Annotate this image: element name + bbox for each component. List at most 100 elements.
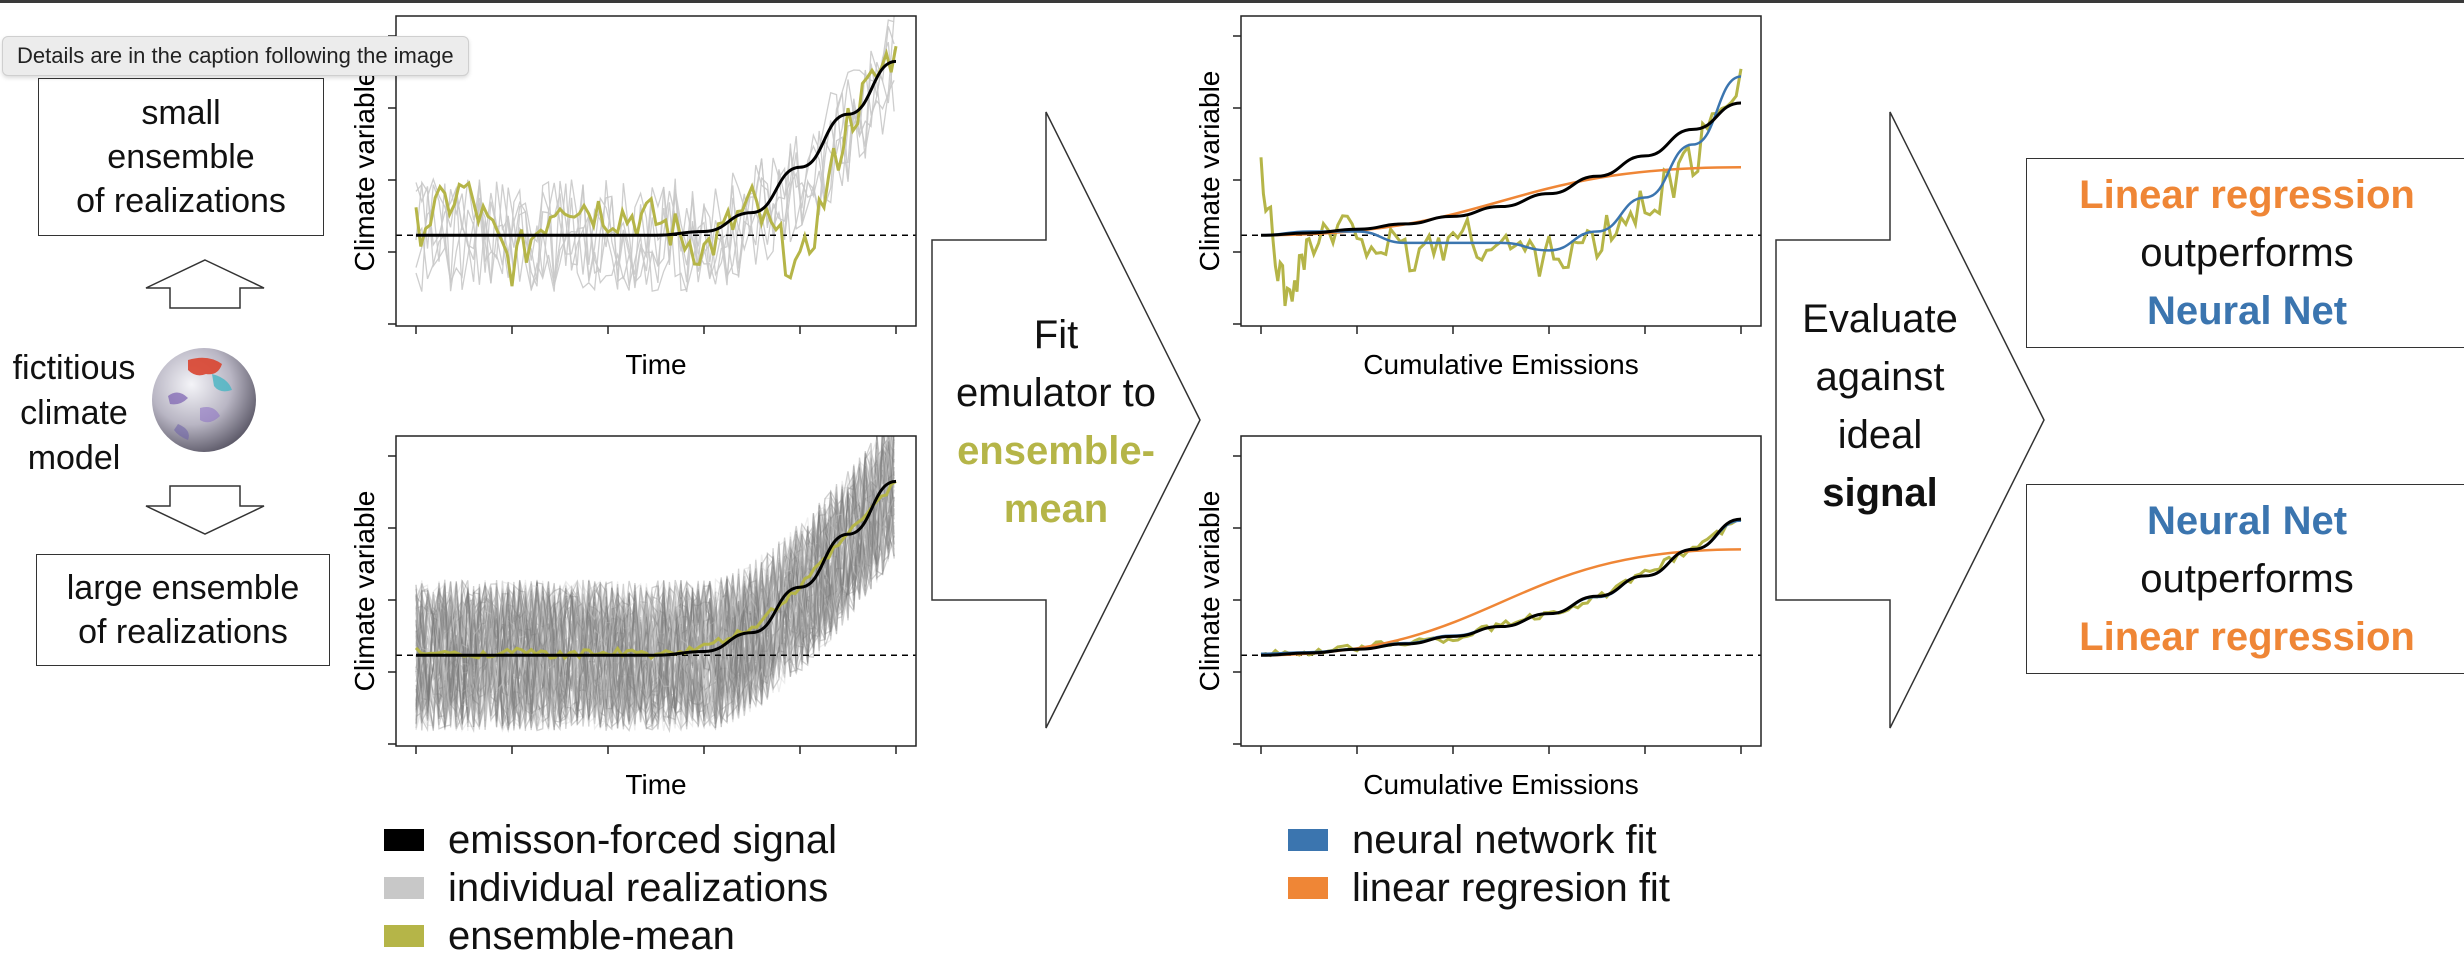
realization-line [415, 19, 895, 285]
realization-line [415, 449, 895, 727]
chart-emulator-large: Cumulative Emissions Climate variable [1194, 435, 1762, 800]
realization-line [415, 452, 895, 732]
plot-frame [395, 15, 917, 327]
evaluate-arrow-shape [1775, 111, 2045, 729]
legend-item-mean: ensemble-mean [384, 912, 837, 960]
chart-small-ensemble: Time Climate variable [349, 15, 917, 380]
realization-line [415, 441, 895, 729]
realization-line [415, 443, 895, 730]
evaluate-line4: signal [1822, 471, 1938, 515]
realization-line [415, 441, 895, 727]
plot-frame [1240, 435, 1762, 747]
fit-line4: mean [1003, 487, 1109, 531]
fit-line3: ensemble- [957, 429, 1155, 473]
realization-line [415, 436, 895, 734]
realization-line [415, 442, 895, 728]
series-neural-network-fit [1260, 519, 1742, 656]
realization-line [415, 439, 895, 731]
result-bottom-line2: outperforms [2140, 557, 2354, 601]
evaluate-arrow-label: Evaluate against ideal signal [1774, 290, 1986, 522]
legend-item-signal: emisson-forced signal [384, 816, 837, 864]
globe-icon [152, 348, 256, 452]
x-axis-label: Time [625, 349, 686, 380]
series-ensemble-mean [1259, 68, 1743, 307]
realization-line [415, 479, 895, 733]
legend-swatch-mean [384, 925, 424, 947]
y-axis-label: Climate variable [1194, 491, 1225, 692]
series-ensemble-mean [414, 45, 898, 287]
legend-right: neural network fit linear regresion fit [1288, 816, 1670, 912]
legend-label-nn: neural network fit [1352, 817, 1657, 862]
realization-line [415, 442, 895, 725]
result-bottom-line1: Neural Net [2146, 499, 2348, 543]
realization-line [415, 448, 895, 724]
evaluate-line1: Evaluate [1802, 297, 1958, 341]
realization-line [415, 469, 895, 730]
plot-frame [1240, 15, 1762, 327]
result-bottom-line3: Linear regression [2079, 615, 2415, 659]
series-emisson-forced-signal [1260, 101, 1742, 237]
realization-line [415, 437, 895, 734]
realization-line [415, 468, 895, 729]
realization-line [415, 467, 895, 729]
y-axis-label: Climate variable [1194, 71, 1225, 272]
realization-line [415, 436, 895, 729]
realization-line [415, 436, 889, 727]
plot-area [1241, 68, 1761, 307]
x-axis-label: Time [625, 769, 686, 800]
realization-line [415, 468, 895, 731]
up-arrow-icon [145, 259, 265, 309]
series-ensemble-mean [1260, 517, 1742, 658]
legend-label-signal: emisson-forced signal [448, 817, 838, 862]
result-top-line1: Linear regression [2079, 173, 2415, 217]
small-ensemble-line2: ensemble [107, 138, 255, 176]
x-axis-label: Cumulative Emissions [1363, 349, 1638, 380]
realization-line [415, 436, 893, 729]
small-ensemble-box: small ensemble of realizations [38, 78, 324, 236]
realization-line [415, 439, 895, 733]
realization-line [415, 436, 895, 728]
realization-line [415, 449, 895, 726]
result-top-line3: Neural Net [2146, 289, 2348, 333]
realization-line [415, 447, 895, 727]
fit-arrow-label: Fit emulator to ensemble- mean [930, 306, 1182, 538]
legend-item-realizations: individual realizations [384, 864, 837, 912]
realization-line [415, 456, 895, 728]
series-linear-regresion-fit [1260, 548, 1742, 657]
realization-line [415, 475, 895, 727]
realization-line [415, 436, 895, 727]
realization-line [415, 450, 895, 731]
legend-swatch-nn [1288, 829, 1328, 851]
model-label-line2: climate [20, 394, 128, 432]
large-ensemble-line1: large ensemble [66, 569, 300, 607]
realization-line [415, 436, 895, 724]
plot-area [396, 436, 916, 734]
down-arrow-icon [145, 485, 265, 535]
legend-label-realizations: individual realizations [448, 865, 829, 910]
model-label-line3: model [27, 439, 121, 477]
series-neural-network-fit [1260, 75, 1742, 252]
evaluate-line2: against [1815, 355, 1945, 399]
chart-large-ensemble: Time Climate variable [349, 435, 917, 800]
realization-line [415, 436, 889, 730]
series-emisson-forced-signal [416, 479, 897, 657]
legend-label-mean: ensemble-mean [448, 913, 735, 958]
realization-line [415, 436, 895, 727]
realization-line [415, 436, 895, 731]
realization-line [415, 436, 895, 728]
small-ensemble-line3: of realizations [76, 182, 286, 220]
realization-line [415, 465, 895, 731]
plot-area [1241, 517, 1761, 658]
evaluate-line3: ideal [1837, 413, 1923, 457]
realization-line [415, 496, 895, 730]
realization-line [415, 446, 895, 727]
realization-line [415, 440, 895, 731]
legend-swatch-lr [1288, 877, 1328, 899]
realization-line [415, 16, 895, 292]
realization-line [415, 436, 895, 732]
realization-line [415, 436, 894, 733]
large-ensemble-line2: of realizations [78, 613, 288, 651]
legend-item-lr: linear regresion fit [1288, 864, 1670, 912]
realization-line [415, 436, 895, 732]
chart-emulator-small: Cumulative Emissions Climate variable [1194, 15, 1762, 380]
